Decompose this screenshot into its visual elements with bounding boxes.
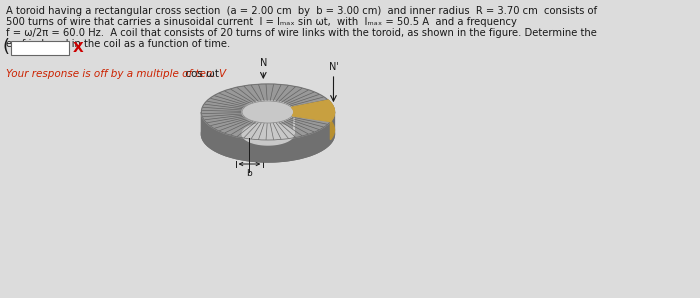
Polygon shape bbox=[291, 100, 335, 122]
FancyBboxPatch shape bbox=[10, 41, 69, 55]
Text: Your response is off by a multiple of ten. V: Your response is off by a multiple of te… bbox=[6, 69, 225, 79]
Text: f = ω/2π = 60.0 Hz.  A coil that consists of 20 turns of wire links with the tor: f = ω/2π = 60.0 Hz. A coil that consists… bbox=[6, 28, 596, 38]
Text: emf induced in the coil as a function of time.: emf induced in the coil as a function of… bbox=[6, 39, 230, 49]
Text: (: ( bbox=[2, 38, 9, 57]
Text: cos ωt: cos ωt bbox=[182, 69, 219, 79]
Ellipse shape bbox=[202, 84, 335, 140]
Text: N': N' bbox=[328, 62, 339, 72]
Ellipse shape bbox=[202, 106, 335, 162]
Text: R: R bbox=[262, 144, 268, 153]
Text: b: b bbox=[246, 169, 252, 178]
Text: N: N bbox=[260, 58, 267, 68]
Text: A toroid having a rectangular cross section  (a = 2.00 cm  by  b = 3.00 cm)  and: A toroid having a rectangular cross sect… bbox=[6, 6, 596, 16]
Polygon shape bbox=[242, 101, 294, 145]
Polygon shape bbox=[328, 100, 335, 139]
Ellipse shape bbox=[242, 101, 294, 123]
Text: 500 turns of wire that carries a sinusoidal current  I = Iₘₐₓ sin ωt,  with  Iₘₐ: 500 turns of wire that carries a sinusoi… bbox=[6, 17, 517, 27]
Text: a: a bbox=[210, 119, 216, 128]
Polygon shape bbox=[202, 112, 335, 162]
Text: X: X bbox=[73, 41, 84, 55]
Ellipse shape bbox=[242, 123, 294, 145]
